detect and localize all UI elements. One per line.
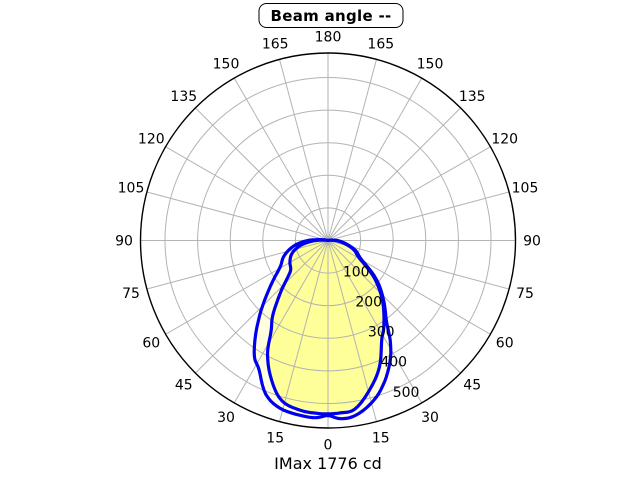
grid-spoke-240 <box>165 146 329 241</box>
angle-label-left-135: 135 <box>170 89 197 105</box>
angle-label-left-30: 30 <box>217 410 235 426</box>
angle-label-right-90: 90 <box>523 233 541 249</box>
grid-spoke-210 <box>233 77 329 241</box>
grid-spoke-330 <box>233 240 329 404</box>
chart-title: Beam angle -- <box>270 7 392 25</box>
grid-spoke-345 <box>279 240 329 422</box>
grid-spoke-105 <box>327 191 510 241</box>
grid-spoke-225 <box>195 107 329 241</box>
grid-spoke-150 <box>327 77 423 241</box>
angle-label-180: 180 <box>315 29 342 45</box>
grid-spoke-195 <box>279 59 329 241</box>
polar-boundary-circle <box>139 52 517 429</box>
angle-label-left-120: 120 <box>138 131 165 147</box>
angle-label-left-15: 15 <box>266 430 284 446</box>
angle-label-right-135: 135 <box>459 89 486 105</box>
grid-spoke-30 <box>327 240 423 404</box>
radial-label-100: 100 <box>343 264 370 280</box>
grid-spoke-165 <box>327 59 377 241</box>
angle-label-left-45: 45 <box>175 378 193 394</box>
grid-spoke-120 <box>327 146 491 241</box>
beam-fill-inner <box>267 240 384 414</box>
imax-caption: IMax 1776 cd <box>274 454 382 473</box>
radial-label-400: 400 <box>380 355 407 371</box>
angle-label-right-150: 150 <box>417 57 444 73</box>
angle-label-0: 0 <box>324 437 333 453</box>
angle-label-left-165: 165 <box>262 36 289 52</box>
angle-label-right-105: 105 <box>512 181 539 197</box>
angle-label-left-105: 105 <box>118 181 145 197</box>
angle-label-left-75: 75 <box>122 286 140 302</box>
angle-label-right-30: 30 <box>421 410 439 426</box>
radial-label-500: 500 <box>393 385 420 401</box>
radial-label-300: 300 <box>368 325 395 341</box>
grid-spoke-255 <box>146 191 329 241</box>
grid-spoke-75 <box>327 240 510 290</box>
grid-spoke-300 <box>165 240 329 335</box>
angle-label-right-15: 15 <box>372 430 390 446</box>
grid-spoke-60 <box>327 240 491 335</box>
grid-spoke-135 <box>327 107 461 241</box>
angle-label-right-120: 120 <box>491 131 518 147</box>
angle-label-left-150: 150 <box>213 57 240 73</box>
angle-label-right-45: 45 <box>463 378 481 394</box>
angle-label-right-165: 165 <box>367 36 394 52</box>
angle-label-right-60: 60 <box>496 335 514 351</box>
angle-label-right-75: 75 <box>516 286 534 302</box>
angle-label-left-60: 60 <box>142 335 160 351</box>
beam-curve-inner <box>265 238 386 416</box>
angle-label-left-90: 90 <box>115 233 133 249</box>
grid-spoke-45 <box>327 240 461 374</box>
chart-title-box: Beam angle -- <box>258 3 404 28</box>
radial-label-200: 200 <box>355 295 382 311</box>
